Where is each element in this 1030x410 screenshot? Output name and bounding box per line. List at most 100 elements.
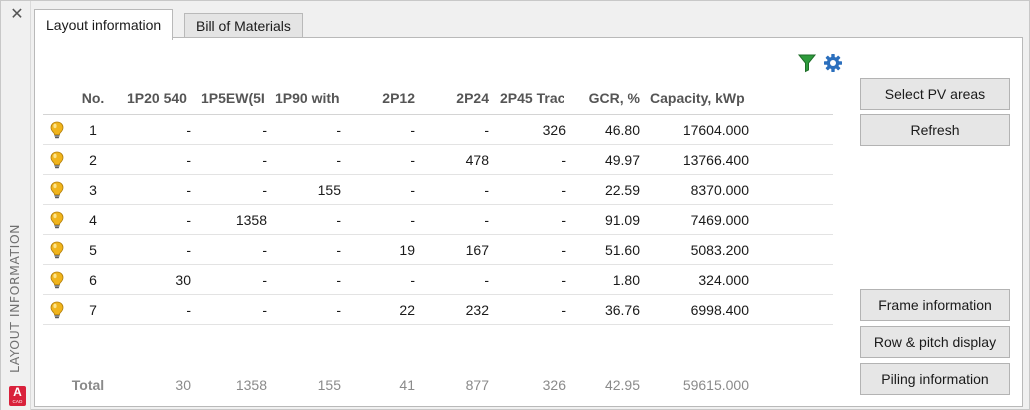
row-number: 1 [89,121,97,138]
cell-2p24: - [484,271,489,288]
cell-1p5ew: - [262,181,267,198]
total-1p20: 30 [175,377,191,393]
cell-capacity: 8370.000 [690,181,749,198]
row-pitch-display-button[interactable]: Row & pitch display [860,326,1010,358]
cell-2p45: - [561,151,566,168]
cell-1p90: - [336,121,341,138]
tab-panel: No. 1P20 540 1P5EW(5I 1P90 with 2P12 2P2… [34,37,1023,407]
table-row[interactable]: 2 - - - - 478 - 49.97 13766.400 [43,145,833,175]
cell-gcr: 91.09 [604,211,640,228]
palette-content: Layout information Bill of Materials [32,7,1025,407]
lightbulb-icon[interactable] [46,295,68,324]
cell-2p24: 167 [465,241,489,258]
cell-gcr: 51.60 [604,241,640,258]
column-header-no[interactable]: No. [81,90,105,106]
tab-layout-information[interactable]: Layout information [34,9,174,40]
column-header-2p12[interactable]: 2P12 [382,90,415,106]
row-number: 6 [89,271,97,288]
table-row[interactable]: 7 - - - 22 232 - 36.76 6998.400 [43,295,833,325]
total-2p12: 41 [399,377,415,393]
row-number: 5 [89,241,97,258]
table-row[interactable]: 3 - - 155 - - - 22.59 8370.000 [43,175,833,205]
table-row[interactable]: 4 - 1358 - - - - 91.09 7469.000 [43,205,833,235]
row-number: 2 [89,151,97,168]
cell-1p90: - [336,211,341,228]
app-logo: A CAD [9,386,26,406]
cell-1p5ew: - [262,301,267,318]
cell-2p45: - [561,211,566,228]
lightbulb-icon[interactable] [46,175,68,204]
total-gcr: 42.95 [604,377,640,393]
palette-title: LAYOUT INFORMATION [7,223,22,373]
app-logo-letter: A [13,385,22,399]
total-2p24: 877 [465,377,489,393]
select-pv-areas-button[interactable]: Select PV areas [860,78,1010,110]
cell-1p5ew: - [262,121,267,138]
column-header-2p45[interactable]: 2P45 Trac [500,90,564,106]
totals-row: Total 30 1358 155 41 877 326 42.95 59615… [43,370,833,400]
tab-bill-of-materials[interactable]: Bill of Materials [184,13,303,39]
lightbulb-icon[interactable] [46,115,68,144]
column-header-gcr[interactable]: GCR, % [588,90,640,106]
cell-2p12: 19 [399,241,415,258]
lightbulb-icon[interactable] [46,205,68,234]
cell-1p90: - [336,301,341,318]
table-row[interactable]: 6 30 - - - - - 1.80 324.000 [43,265,833,295]
table-row[interactable]: 1 - - - - - 326 46.80 17604.000 [43,115,833,145]
cell-1p20: 30 [175,271,191,288]
cell-gcr: 49.97 [604,151,640,168]
total-1p90: 155 [317,377,341,393]
cell-1p5ew: - [262,271,267,288]
cell-gcr: 1.80 [612,271,640,288]
cell-2p45: - [561,181,566,198]
app-logo-sub: CAD [12,399,23,404]
cell-2p45: - [561,301,566,318]
cell-gcr: 36.76 [604,301,640,318]
row-number: 3 [89,181,97,198]
cell-2p45: - [561,241,566,258]
cell-1p20: - [186,241,191,258]
column-header-1p20[interactable]: 1P20 540 [127,90,187,106]
cell-1p20: - [186,301,191,318]
column-header-2p24[interactable]: 2P24 [456,90,489,106]
cell-2p12: - [410,121,415,138]
settings-icon[interactable] [823,53,843,73]
cell-2p12: - [410,151,415,168]
lightbulb-icon[interactable] [46,235,68,264]
lightbulb-icon[interactable] [46,265,68,294]
cell-2p12: - [410,211,415,228]
refresh-button[interactable]: Refresh [860,114,1010,146]
totals-label: Total [71,377,105,393]
cell-capacity: 17604.000 [682,121,749,138]
cell-1p90: 155 [317,181,341,198]
cell-2p24: 478 [465,151,489,168]
cell-capacity: 5083.200 [690,241,749,258]
cell-1p20: - [186,121,191,138]
cell-1p5ew: - [262,241,267,258]
filter-icon[interactable] [797,53,817,73]
table-row[interactable]: 5 - - - 19 167 - 51.60 5083.200 [43,235,833,265]
cell-2p24: - [484,121,489,138]
total-capacity: 59615.000 [682,377,749,393]
piling-information-button[interactable]: Piling information [860,363,1010,395]
column-header-1p5ew[interactable]: 1P5EW(5I [201,90,265,106]
frame-information-button[interactable]: Frame information [860,289,1010,321]
column-header-capacity[interactable]: Capacity, kWp [650,90,745,106]
close-icon[interactable]: ✕ [10,4,24,23]
cell-2p24: 232 [465,301,489,318]
column-header-1p90[interactable]: 1P90 with [275,90,340,106]
cell-1p20: - [186,151,191,168]
cell-2p24: - [484,181,489,198]
cell-1p20: - [186,181,191,198]
cell-capacity: 6998.400 [690,301,749,318]
lightbulb-icon[interactable] [46,145,68,174]
cell-capacity: 13766.400 [682,151,749,168]
cell-1p5ew: - [262,151,267,168]
palette-sidebar: ✕ LAYOUT INFORMATION A CAD [1,1,31,410]
cell-2p45: - [561,271,566,288]
cell-2p24: - [484,211,489,228]
table-header: No. 1P20 540 1P5EW(5I 1P90 with 2P12 2P2… [43,82,833,115]
total-2p45: 326 [542,377,566,393]
row-number: 7 [89,301,97,318]
